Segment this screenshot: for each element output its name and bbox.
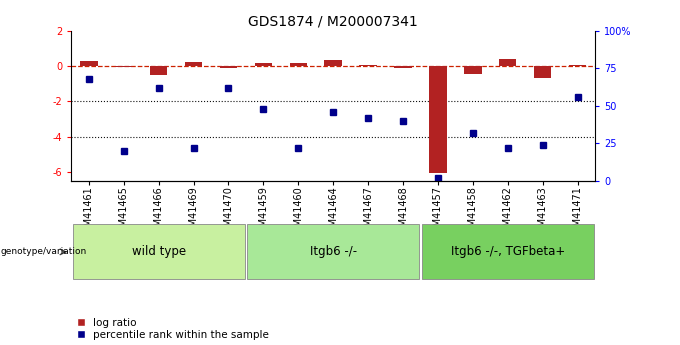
Bar bbox=[254, 63, 272, 66]
Bar bbox=[324, 60, 342, 66]
Bar bbox=[464, 66, 481, 73]
Text: wild type: wild type bbox=[132, 245, 186, 258]
Bar bbox=[115, 66, 133, 67]
Text: Itgb6 -/-: Itgb6 -/- bbox=[309, 245, 357, 258]
Bar bbox=[429, 66, 447, 173]
Bar bbox=[359, 65, 377, 66]
Bar bbox=[185, 62, 203, 66]
Bar bbox=[534, 66, 551, 78]
Bar bbox=[290, 63, 307, 66]
Bar bbox=[499, 59, 517, 66]
Legend: log ratio, percentile rank within the sample: log ratio, percentile rank within the sa… bbox=[77, 318, 269, 340]
Bar bbox=[220, 66, 237, 68]
Bar bbox=[80, 61, 98, 66]
Text: genotype/variation: genotype/variation bbox=[1, 247, 87, 256]
Bar bbox=[150, 66, 167, 76]
Bar bbox=[568, 65, 586, 66]
Title: GDS1874 / M200007341: GDS1874 / M200007341 bbox=[248, 14, 418, 29]
Text: Itgb6 -/-, TGFbeta+: Itgb6 -/-, TGFbeta+ bbox=[451, 245, 565, 258]
Bar bbox=[394, 66, 411, 68]
